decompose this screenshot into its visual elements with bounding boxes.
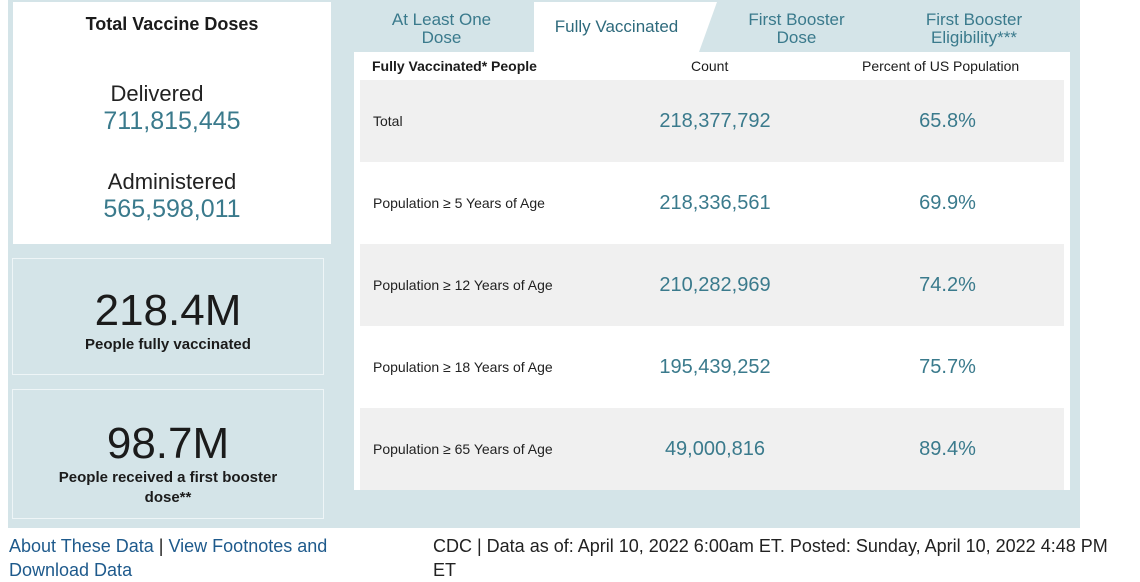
row-label: Population ≥ 18 Years of Age [373,359,553,375]
tab-first-booster-dose[interactable]: First Booster Dose [709,2,884,52]
table-row: Population ≥ 5 Years of Age 218,336,561 … [360,162,1064,244]
tab-first-booster-eligibility[interactable]: First Booster Eligibility*** [889,2,1059,52]
tab-fully-vaccinated[interactable]: Fully Vaccinated [534,2,717,52]
table-header: Fully Vaccinated* People Count Percent o… [354,52,1070,80]
header-count: Count [691,58,729,74]
total-doses-card: Total Vaccine Doses Delivered 711,815,44… [13,2,331,244]
first-booster-caption-line2: dose** [144,489,192,506]
row-label: Population ≥ 65 Years of Age [373,441,553,457]
first-booster-total: 98.7M [106,419,230,468]
tab-label-line1: At Least One [391,10,492,29]
row-count: 210,282,969 [659,274,771,296]
footer-separator: | [158,536,164,556]
tab-label-line1: Fully Vaccinated [554,17,679,36]
delivered-block: Delivered 711,815,445 [13,82,331,136]
data-status-text: CDC | Data as of: April 10, 2022 6:00am … [433,536,1108,580]
tab-label-line2: Dose [421,28,462,47]
table-row: Population ≥ 12 Years of Age 210,282,969… [360,244,1064,326]
first-booster-card: 98.7M People received a first booster do… [12,389,324,519]
first-booster-caption-line1: People received a first booster [58,469,278,486]
row-count: 218,336,561 [659,192,771,214]
administered-value: 565,598,011 [103,195,241,223]
fully-vaccinated-caption: People fully vaccinated [85,336,251,353]
row-label: Population ≥ 5 Years of Age [373,195,545,211]
row-count: 218,377,792 [659,110,771,132]
tab-at-least-one-dose[interactable]: At Least One Dose [354,2,529,52]
administered-label: Administered [107,169,237,194]
header-percent: Percent of US Population [862,58,1020,74]
fully-vaccinated-card: 218.4M People fully vaccinated [12,258,324,375]
footer-links: About These Data | View Footnotes and Do… [9,534,369,582]
table-row: Population ≥ 65 Years of Age 49,000,816 … [360,408,1064,490]
table-row: Population ≥ 18 Years of Age 195,439,252… [360,326,1064,408]
delivered-label: Delivered [110,81,204,106]
about-these-data-link[interactable]: About These Data [9,536,154,556]
row-percent: 65.8% [919,110,976,132]
row-percent: 74.2% [919,274,976,296]
row-percent: 69.9% [919,192,976,214]
administered-block: Administered 565,598,011 [13,170,331,224]
tab-label-line1: First Booster [925,10,1023,29]
tab-label-line1: First Booster [748,10,845,29]
tab-label-line2: Dose [776,28,817,47]
row-label: Total [373,113,403,129]
table-row: Total 218,377,792 65.8% [360,80,1064,162]
tab-label-line2: Eligibility*** [931,28,1017,47]
fully-vaccinated-total: 218.4M [94,286,242,335]
header-people: Fully Vaccinated* People [372,58,537,74]
row-percent: 89.4% [919,438,976,460]
row-count: 49,000,816 [664,438,766,460]
total-doses-title: Total Vaccine Doses [85,14,259,34]
tab-bar: At Least One Dose Fully Vaccinated First… [354,2,1070,52]
fully-vaccinated-table: Fully Vaccinated* People Count Percent o… [354,52,1070,490]
row-percent: 75.7% [919,356,976,378]
row-label: Population ≥ 12 Years of Age [373,277,553,293]
row-count: 195,439,252 [659,356,771,378]
delivered-value: 711,815,445 [103,107,241,135]
